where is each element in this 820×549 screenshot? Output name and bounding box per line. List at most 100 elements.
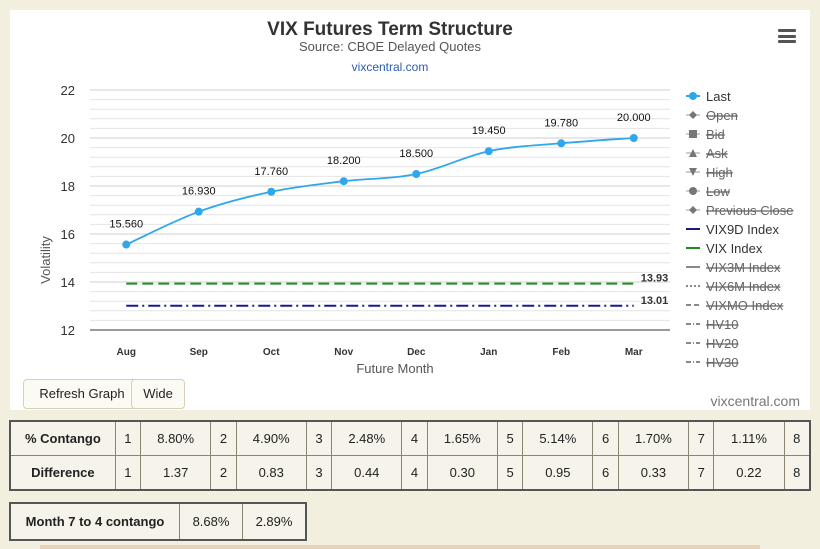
month-number: 5 [496, 455, 524, 490]
cell-value: 0.33 [617, 455, 689, 490]
data-label: 15.560 [109, 219, 143, 231]
last-data-point [194, 207, 203, 216]
cell-value: 0.22 [713, 455, 785, 490]
data-label: 18.500 [399, 148, 433, 160]
last-data-point [267, 187, 276, 196]
month-number: 3 [305, 421, 333, 456]
month-number: 5 [496, 421, 524, 456]
month-number: 4 [401, 455, 428, 490]
x-tick-label: Oct [263, 347, 280, 358]
chart-title: VIX Futures Term Structure [267, 19, 513, 40]
chart-panel: VIX Futures Term Structure Source: CBOE D… [10, 10, 810, 410]
source-link: vixcentral.com [352, 60, 429, 74]
y-tick-label: 22 [61, 83, 75, 98]
month-number: 7 [687, 455, 715, 490]
legend-item[interactable]: Bid [706, 127, 725, 142]
cell-value: 1.65% [426, 421, 498, 456]
cell-value: 0.44 [331, 455, 403, 490]
legend-symbol-marker [689, 130, 697, 138]
month-number: 2 [210, 455, 237, 490]
legend-item[interactable]: High [706, 165, 733, 180]
legend-item[interactable]: Low [706, 184, 730, 199]
row-label: Difference [10, 455, 116, 490]
x-tick-label: Nov [334, 347, 353, 358]
cell-value: 1.70% [617, 421, 689, 456]
wide-button[interactable]: Wide [131, 379, 185, 409]
legend-item[interactable]: Previous Close [706, 203, 793, 218]
y-tick-label: 18 [61, 179, 75, 194]
data-label: 19.780 [544, 117, 578, 129]
legend-symbol-marker [689, 187, 697, 195]
y-tick-label: 14 [61, 275, 75, 290]
data-label: 20.000 [617, 112, 651, 124]
credit-text: vixcentral.com [710, 393, 800, 409]
last-data-point [339, 177, 348, 186]
month-number: 1 [114, 455, 142, 490]
menu-icon[interactable] [778, 29, 796, 43]
y-tick-label: 16 [61, 227, 75, 242]
cell-value: 2.48% [331, 421, 403, 456]
refresh-graph-button[interactable]: Refresh Graph [23, 379, 141, 409]
legend-item[interactable]: Open [706, 108, 738, 123]
last-data-point [557, 139, 566, 148]
legend-item[interactable]: VIXMO Index [706, 298, 784, 313]
legend-symbol-marker [689, 168, 697, 176]
cell-value: 8.80% [140, 421, 212, 456]
y-tick-label: 20 [61, 131, 75, 146]
month-contango-label: Month 7 to 4 contango [10, 503, 180, 540]
legend-item[interactable]: VIX Index [706, 241, 763, 256]
month-contango-value-2: 2.89% [242, 503, 306, 540]
x-tick-label: Mar [625, 347, 643, 358]
data-label: 19.450 [472, 125, 506, 137]
month-number: 3 [305, 455, 333, 490]
table-row: Difference 1 1.37 2 0.83 3 0.44 4 0.30 5 0.95 6 0.33… [10, 455, 811, 490]
data-label: 16.930 [182, 186, 216, 198]
month-number: 8 [783, 421, 811, 456]
last-data-point [629, 134, 638, 142]
legend-item[interactable]: VIX9D Index [706, 222, 779, 237]
x-tick-label: Sep [190, 347, 208, 358]
x-axis-title: Future Month [356, 361, 433, 376]
y-tick-label: 12 [61, 323, 75, 338]
cell-value: 5.14% [522, 421, 594, 456]
month-number: 4 [401, 421, 428, 456]
month-number: 6 [592, 455, 619, 490]
month-number: 1 [114, 421, 142, 456]
contango-table: % Contango 1 8.80% 2 4.90% 3 2.48% 4 1.65% 5 5.14%… [9, 420, 811, 491]
month-contango-value-1: 8.68% [179, 503, 243, 540]
cell-value: 1.37 [140, 455, 212, 490]
last-data-point [412, 170, 421, 178]
month-number: 6 [592, 421, 619, 456]
legend-item[interactable]: Ask [706, 146, 728, 161]
x-tick-label: Feb [552, 347, 570, 358]
legend-item[interactable]: HV30 [706, 355, 739, 370]
legend-item[interactable]: HV20 [706, 336, 739, 351]
vix-index-label: 13.93 [641, 273, 669, 285]
last-data-point [122, 240, 131, 249]
legend-item[interactable]: VIX6M Index [706, 279, 781, 294]
legend-symbol-marker [689, 206, 697, 214]
chart-subtitle: Source: CBOE Delayed Quotes [299, 39, 482, 54]
last-series-line [125, 137, 634, 246]
legend-item[interactable]: VIX3M Index [706, 260, 781, 275]
y-axis-title: Volatility [38, 236, 53, 284]
month-number: 8 [783, 455, 811, 490]
month-contango-table: Month 7 to 4 contango 8.68% 2.89% [9, 502, 307, 541]
row-label: % Contango [10, 421, 116, 456]
data-label: 17.760 [254, 166, 288, 178]
month-number: 2 [210, 421, 237, 456]
legend-item[interactable]: HV10 [706, 317, 739, 332]
last-data-point [484, 147, 493, 156]
x-tick-label: Dec [407, 347, 426, 358]
x-tick-label: Jan [480, 347, 497, 358]
table-row: % Contango 1 8.80% 2 4.90% 3 2.48% 4 1.65% 5 5.14%… [10, 421, 811, 456]
table-row: Month 7 to 4 contango 8.68% 2.89% [10, 503, 306, 540]
data-label: 18.200 [327, 155, 361, 167]
legend-symbol-marker [689, 149, 697, 157]
cell-value: 0.30 [426, 455, 498, 490]
month-number: 7 [687, 421, 715, 456]
cell-value: 1.11% [713, 421, 785, 456]
legend-item[interactable]: Last [706, 89, 731, 104]
legend-symbol-marker [689, 111, 697, 119]
